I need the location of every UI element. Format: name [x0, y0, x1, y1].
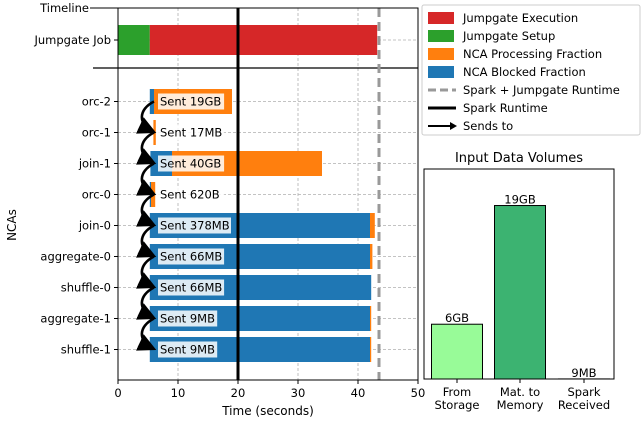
legend-label: Jumpgate Execution — [462, 11, 578, 25]
volume-bar — [494, 205, 546, 380]
sends-to-arrow-shuffle-0-to-aggregate-1 — [135, 286, 157, 320]
bar-processing-aggregate-1 — [370, 306, 372, 331]
sends-to-arrow-join-0-to-aggregate-0 — [135, 224, 157, 258]
sent-label-shuffle-0: Sent 66MB — [160, 281, 222, 295]
sent-label-bg-join-0 — [158, 217, 231, 234]
sent-label-bg-shuffle-0 — [158, 279, 225, 296]
x-tick-label: 10 — [171, 386, 186, 400]
x-tick-label: 0 — [114, 386, 121, 400]
y-axis-label: NCAs — [5, 209, 19, 241]
volume-category-label: Received — [558, 398, 610, 412]
y-tick-label: aggregate-0 — [40, 250, 111, 264]
x-tick-label: 30 — [291, 386, 306, 400]
sends-to-arrow-aggregate-1-to-shuffle-1 — [135, 317, 157, 351]
sends-to-arrow-orc-1-to-join-1 — [135, 131, 157, 165]
legend-frame — [421, 4, 641, 136]
legend-label: Sends to — [463, 119, 513, 133]
sends-to-arrow-orc-2-to-orc-1 — [135, 100, 157, 134]
chart-title: Input Data Volumes — [455, 151, 583, 166]
x-axis-label: Time (seconds) — [221, 404, 314, 418]
sends-to-arrow-aggregate-0-to-shuffle-0 — [135, 255, 157, 289]
bar-processing-shuffle-1 — [370, 337, 372, 362]
sent-label-bg-shuffle-1 — [158, 341, 218, 358]
bar-processing-join-0 — [370, 213, 375, 238]
y-tick-label: join-0 — [78, 219, 111, 233]
sends-to-arrow-join-1-to-orc-0 — [135, 162, 157, 196]
volume-category-label: Spark — [567, 385, 600, 399]
sent-label-bg-aggregate-0 — [158, 248, 225, 265]
volume-category-label: From — [443, 385, 472, 399]
bar-processing-aggregate-0 — [370, 244, 373, 269]
y-tick-label: orc-1 — [82, 126, 111, 140]
x-tick-label: 40 — [351, 386, 366, 400]
bar-jumpgate-execution — [149, 25, 378, 55]
x-tick-label: 50 — [411, 386, 426, 400]
volume-value-label: 6GB — [445, 311, 469, 325]
sent-label-bg-aggregate-1 — [158, 310, 218, 327]
legend-label: Jumpgate Setup — [462, 29, 555, 43]
volume-category-label: Storage — [435, 398, 480, 412]
legend-label: NCA Processing Fraction — [463, 47, 602, 61]
volume-bar — [431, 323, 483, 380]
bar-jumpgate-setup — [118, 25, 150, 55]
legend: Jumpgate Execution Jumpgate Setup NCA Proc… — [421, 4, 641, 136]
legend-swatch — [428, 12, 454, 24]
legend-arrowhead — [450, 122, 457, 130]
legend-swatch — [428, 48, 454, 60]
legend-swatch — [428, 30, 454, 42]
timeline-label: Timeline — [39, 1, 89, 15]
sent-label-bg-orc-1 — [158, 124, 225, 141]
sent-label-orc-1: Sent 17MB — [160, 126, 222, 140]
sends-to-arrow-orc-0-to-join-0 — [135, 193, 157, 227]
y-tick-label: orc-2 — [82, 95, 111, 109]
sent-label-join-0: Sent 378MB — [160, 219, 230, 233]
legend-label: NCA Blocked Fraction — [463, 65, 586, 79]
volume-value-label: 19GB — [504, 193, 536, 207]
sent-label-bg-orc-0 — [158, 186, 225, 203]
bar-blocked-orc-0 — [149, 182, 151, 207]
sent-label-orc-2: Sent 19GB — [160, 95, 221, 109]
sent-label-bg-orc-2 — [158, 93, 225, 110]
legend-swatch — [428, 66, 454, 78]
sent-label-aggregate-0: Sent 66MB — [160, 250, 222, 264]
y-tick-label: shuffle-0 — [61, 281, 111, 295]
sent-label-aggregate-1: Sent 9MB — [160, 312, 215, 326]
y-tick-label: orc-0 — [82, 188, 111, 202]
x-tick-label: 20 — [231, 386, 246, 400]
legend-label: Spark Runtime — [463, 101, 548, 115]
legend-label: Spark + Jumpgate Runtime — [463, 83, 620, 97]
sent-label-orc-0: Sent 620B — [160, 188, 220, 202]
y-tick-label-timeline: Jumpgate Job — [34, 33, 112, 47]
sent-label-shuffle-1: Sent 9MB — [160, 343, 215, 357]
y-tick-label: aggregate-1 — [40, 312, 111, 326]
volume-category-label: Memory — [497, 398, 544, 412]
volume-category-label: Mat. to — [500, 385, 540, 399]
y-tick-label: join-1 — [78, 157, 111, 171]
gantt-chart: Sent 19GB Sent 17MB Sent 40GB Sent 620B Sent… — [5, 1, 425, 418]
volume-value-label: 9MB — [571, 366, 596, 380]
sent-label-bg-join-1 — [158, 155, 225, 172]
sent-label-join-1: Sent 40GB — [160, 157, 221, 171]
y-tick-label: shuffle-1 — [61, 343, 111, 357]
